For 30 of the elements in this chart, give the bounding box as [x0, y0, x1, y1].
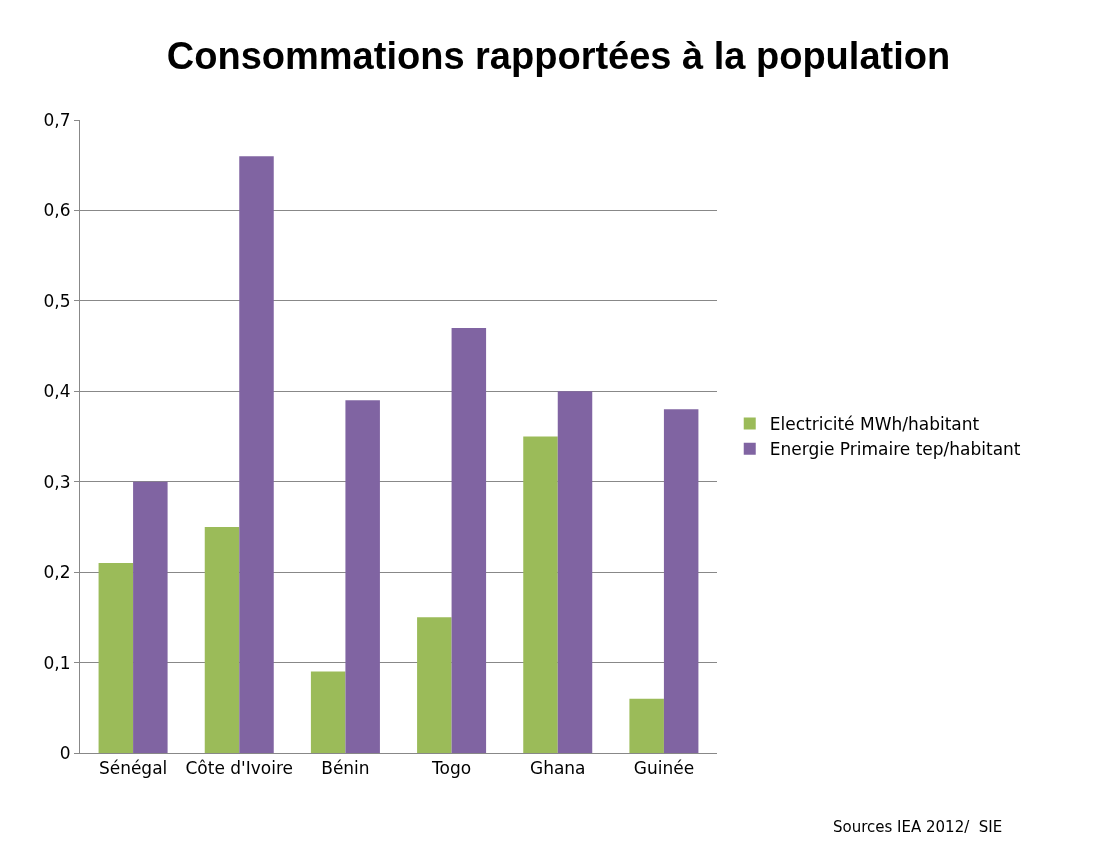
- x-tick-label: Togo: [431, 758, 472, 779]
- bar: [557, 391, 593, 753]
- bar: [310, 671, 346, 753]
- bar: [663, 409, 699, 753]
- chart-title: Consommations rapportées à la population: [166, 35, 951, 78]
- x-tick-label: Bénin: [321, 758, 370, 779]
- y-tick-label: 0,2: [43, 562, 71, 583]
- bar: [451, 327, 487, 753]
- x-tick-label: Sénégal: [98, 758, 168, 779]
- bar: [204, 526, 240, 753]
- y-tick-label: 0,6: [43, 200, 71, 221]
- legend-label: Electricité MWh/habitant: [769, 414, 980, 435]
- legend-label: Energie Primaire tep/habitant: [769, 439, 1021, 460]
- x-tick-label: Ghana: [529, 758, 586, 779]
- x-tick-label: Guinée: [633, 758, 695, 779]
- bar: [345, 400, 380, 753]
- y-tick-label: 0: [59, 742, 71, 763]
- bar: [239, 156, 274, 753]
- y-tick-label: 0,4: [43, 381, 71, 402]
- bar: [629, 698, 664, 753]
- y-tick-label: 0,7: [43, 109, 71, 130]
- bar: [417, 617, 452, 753]
- source-note: Sources IEA 2012/ SIE: [833, 818, 1003, 836]
- bar: [133, 481, 168, 753]
- y-tick-label: 0,5: [43, 290, 71, 311]
- y-tick-label: 0,1: [43, 652, 71, 673]
- bar: [523, 436, 558, 753]
- y-tick-label: 0,3: [43, 471, 71, 492]
- x-tick-label: Côte d'Ivoire: [185, 758, 294, 779]
- bar: [98, 563, 134, 753]
